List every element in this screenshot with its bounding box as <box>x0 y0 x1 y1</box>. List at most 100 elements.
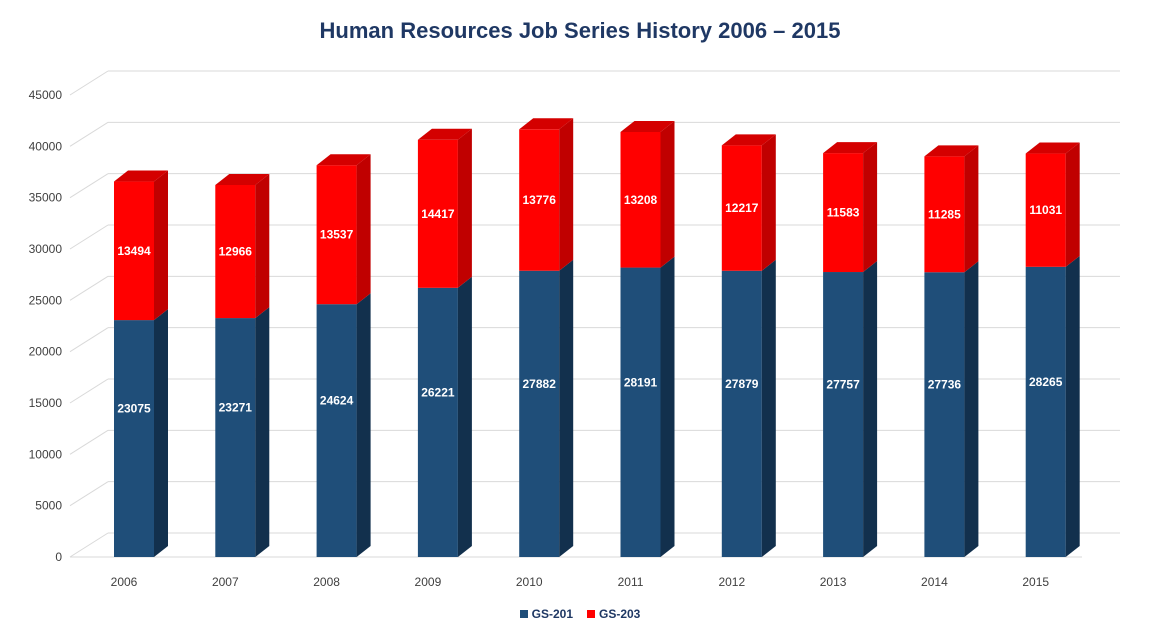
bar-side-gs-203 <box>356 154 371 305</box>
bar-gs-201 <box>114 320 154 557</box>
x-tick-label: 2013 <box>820 575 847 589</box>
chart-title: Human Resources Job Series History 2006 … <box>319 18 841 43</box>
gridline-depth <box>69 327 109 353</box>
legend-item-gs-203: GS-203 <box>587 607 640 621</box>
data-label-gs-201: 23271 <box>219 401 253 415</box>
legend-swatch-gs-201 <box>519 610 528 618</box>
x-tick-label: 2006 <box>111 575 138 589</box>
bar-side-gs-203 <box>559 118 574 271</box>
bar-gs-201 <box>620 267 661 557</box>
legend-label-gs-203: GS-203 <box>599 607 641 621</box>
bar-gs-201 <box>924 272 965 557</box>
bar-top-gs-203 <box>721 134 776 146</box>
bar-side-gs-201 <box>559 259 574 557</box>
bar-gs-203 <box>316 165 357 305</box>
bar-gs-203 <box>417 139 458 288</box>
x-tick-label: 2008 <box>313 575 340 589</box>
bar-top-gs-203 <box>417 128 472 140</box>
data-label-gs-201: 23075 <box>117 402 151 416</box>
bar-top-gs-203 <box>316 154 371 166</box>
gridline-depth <box>69 429 109 455</box>
bar-side-gs-203 <box>457 128 472 288</box>
bar-side-gs-201 <box>255 307 270 557</box>
bar-gs-203 <box>114 181 154 321</box>
bar-side-gs-203 <box>1065 142 1080 267</box>
gridline-depth <box>69 173 109 199</box>
x-tick-label: 2015 <box>1022 575 1049 589</box>
data-label-gs-203: 14417 <box>421 207 455 221</box>
data-label-gs-201: 27736 <box>928 378 962 392</box>
bar-side-gs-201 <box>356 293 371 557</box>
bar-gs-201 <box>823 272 864 557</box>
bar-top-gs-203 <box>823 142 878 154</box>
data-label-gs-203: 11031 <box>1029 203 1062 217</box>
x-tick-label: 2010 <box>516 575 543 589</box>
bar-side-gs-203 <box>863 142 878 273</box>
bar-side-gs-201 <box>660 256 675 557</box>
x-tick-label: 2012 <box>718 575 745 589</box>
data-label-gs-203: 13208 <box>624 193 658 207</box>
data-label-gs-203: 13494 <box>117 244 151 258</box>
bar-top-gs-203 <box>114 170 168 182</box>
chart-plot: 0 5000 10000 15000 20000 25000 30000 35000 40000… <box>29 70 1120 589</box>
gridline-depth <box>69 532 109 558</box>
bar-gs-201 <box>316 304 357 557</box>
data-label-gs-203: 11285 <box>928 207 961 221</box>
bar-side-gs-201 <box>1065 255 1080 557</box>
bar-gs-201 <box>1025 266 1066 557</box>
bar-gs-201 <box>721 270 762 557</box>
data-label-gs-201: 27882 <box>523 377 557 391</box>
x-tick-label: 2011 <box>618 575 644 589</box>
y-tick-label: 40000 <box>29 139 63 153</box>
data-label-gs-201: 27757 <box>826 378 860 392</box>
legend-item-gs-201: GS-201 <box>519 607 573 621</box>
legend-swatch-gs-203 <box>587 610 595 618</box>
data-label-gs-201: 27879 <box>725 377 759 391</box>
chart-legend: GS-201 GS-203 <box>0 607 1160 621</box>
gridline-depth <box>69 70 109 96</box>
x-tick-label: 2007 <box>212 575 239 589</box>
x-tick-label: 2014 <box>921 575 948 589</box>
data-label-gs-201: 28191 <box>624 375 658 389</box>
gridline-depth <box>69 224 109 250</box>
y-tick-label: 5000 <box>35 499 62 513</box>
bar-gs-203 <box>215 184 256 319</box>
bar-top-gs-203 <box>620 120 675 132</box>
data-label-gs-201: 24624 <box>320 394 354 408</box>
gridline-depth <box>69 275 109 301</box>
y-tick-label: 35000 <box>29 191 63 205</box>
data-label-gs-201: 26221 <box>421 385 455 399</box>
bar-side-gs-203 <box>660 120 675 268</box>
y-tick-label: 15000 <box>29 396 63 410</box>
bar-gs-203 <box>1025 153 1066 267</box>
bar-top-gs-203 <box>519 118 574 130</box>
gridline-depth <box>69 378 109 404</box>
bar-gs-201 <box>215 318 256 557</box>
bar-side-gs-203 <box>154 170 168 321</box>
bar-gs-203 <box>519 129 560 271</box>
data-label-gs-203: 13776 <box>523 193 557 207</box>
gridline-depth <box>69 481 109 507</box>
y-tick-label: 45000 <box>29 88 63 102</box>
y-tick-label: 20000 <box>29 345 63 359</box>
bar-side-gs-203 <box>761 134 776 271</box>
data-label-gs-203: 12966 <box>219 245 253 259</box>
bar-side-gs-201 <box>863 261 878 557</box>
bar-gs-203 <box>823 153 864 273</box>
y-tick-label: 0 <box>55 550 62 564</box>
bar-side-gs-203 <box>255 173 270 319</box>
y-tick-label: 30000 <box>29 242 63 256</box>
data-label-gs-203: 11583 <box>827 206 860 220</box>
bar-gs-201 <box>519 270 560 557</box>
data-label-gs-201: 28265 <box>1029 375 1063 389</box>
bar-side-gs-203 <box>964 145 979 273</box>
x-tick-label: 2009 <box>415 575 442 589</box>
bar-top-gs-203 <box>215 173 270 185</box>
y-tick-label: 10000 <box>29 447 63 461</box>
bar-side-gs-201 <box>964 261 979 557</box>
bar-side-gs-201 <box>154 309 168 557</box>
bar-side-gs-201 <box>761 259 776 557</box>
bar-top-gs-203 <box>1025 142 1080 154</box>
bar-gs-203 <box>924 156 965 273</box>
